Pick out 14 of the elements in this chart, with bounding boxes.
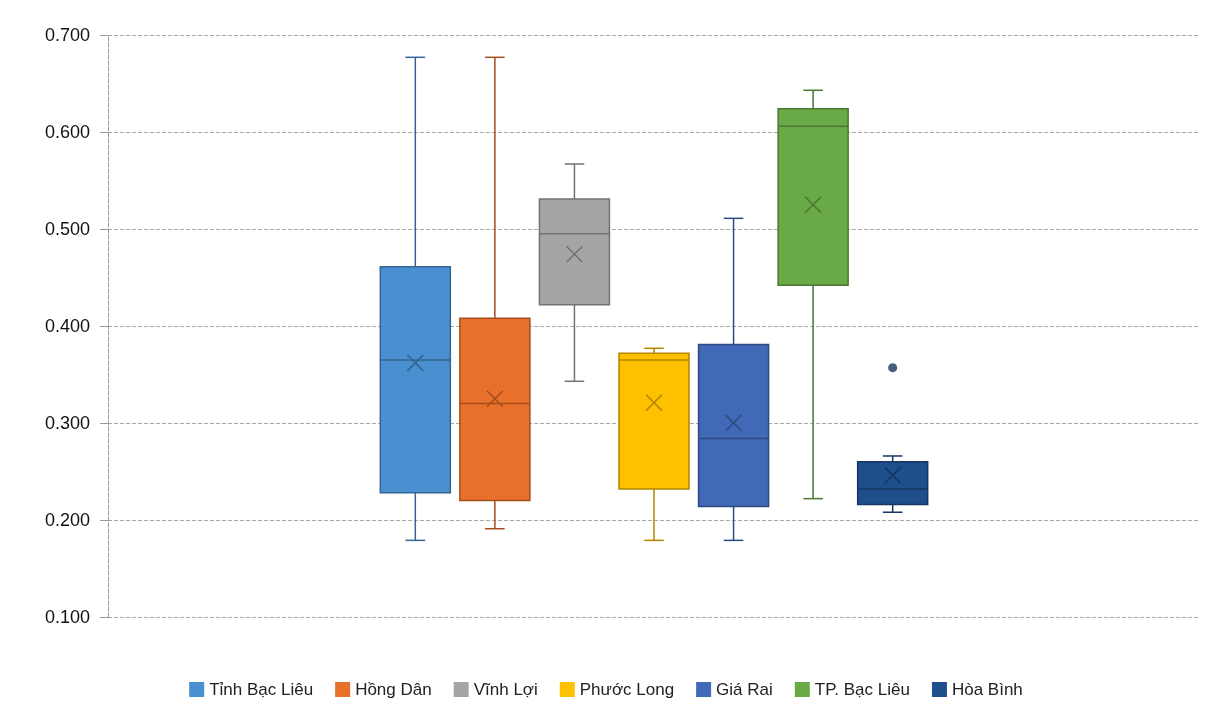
legend-label: Phước Long — [579, 680, 675, 699]
legend-label: Tỉnh Bạc Liêu — [209, 680, 314, 699]
y-tick-label: 0.200 — [44, 510, 90, 530]
legend-label: TP. Bạc Liêu — [814, 680, 910, 699]
y-tick-label: 0.400 — [44, 316, 90, 336]
legend-label: Hòa Bình — [951, 680, 1023, 699]
legend-label: Vĩnh Lợi — [473, 680, 538, 699]
y-tick-label: 0.300 — [44, 413, 90, 433]
y-tick-label: 0.700 — [44, 25, 90, 45]
y-tick-label: 0.500 — [44, 219, 90, 239]
legend-label: Hồng Dân — [355, 680, 432, 699]
y-tick-label: 0.100 — [44, 607, 90, 627]
legend-label: Giá Rai — [716, 680, 773, 699]
y-tick-label: 0.600 — [44, 122, 90, 142]
